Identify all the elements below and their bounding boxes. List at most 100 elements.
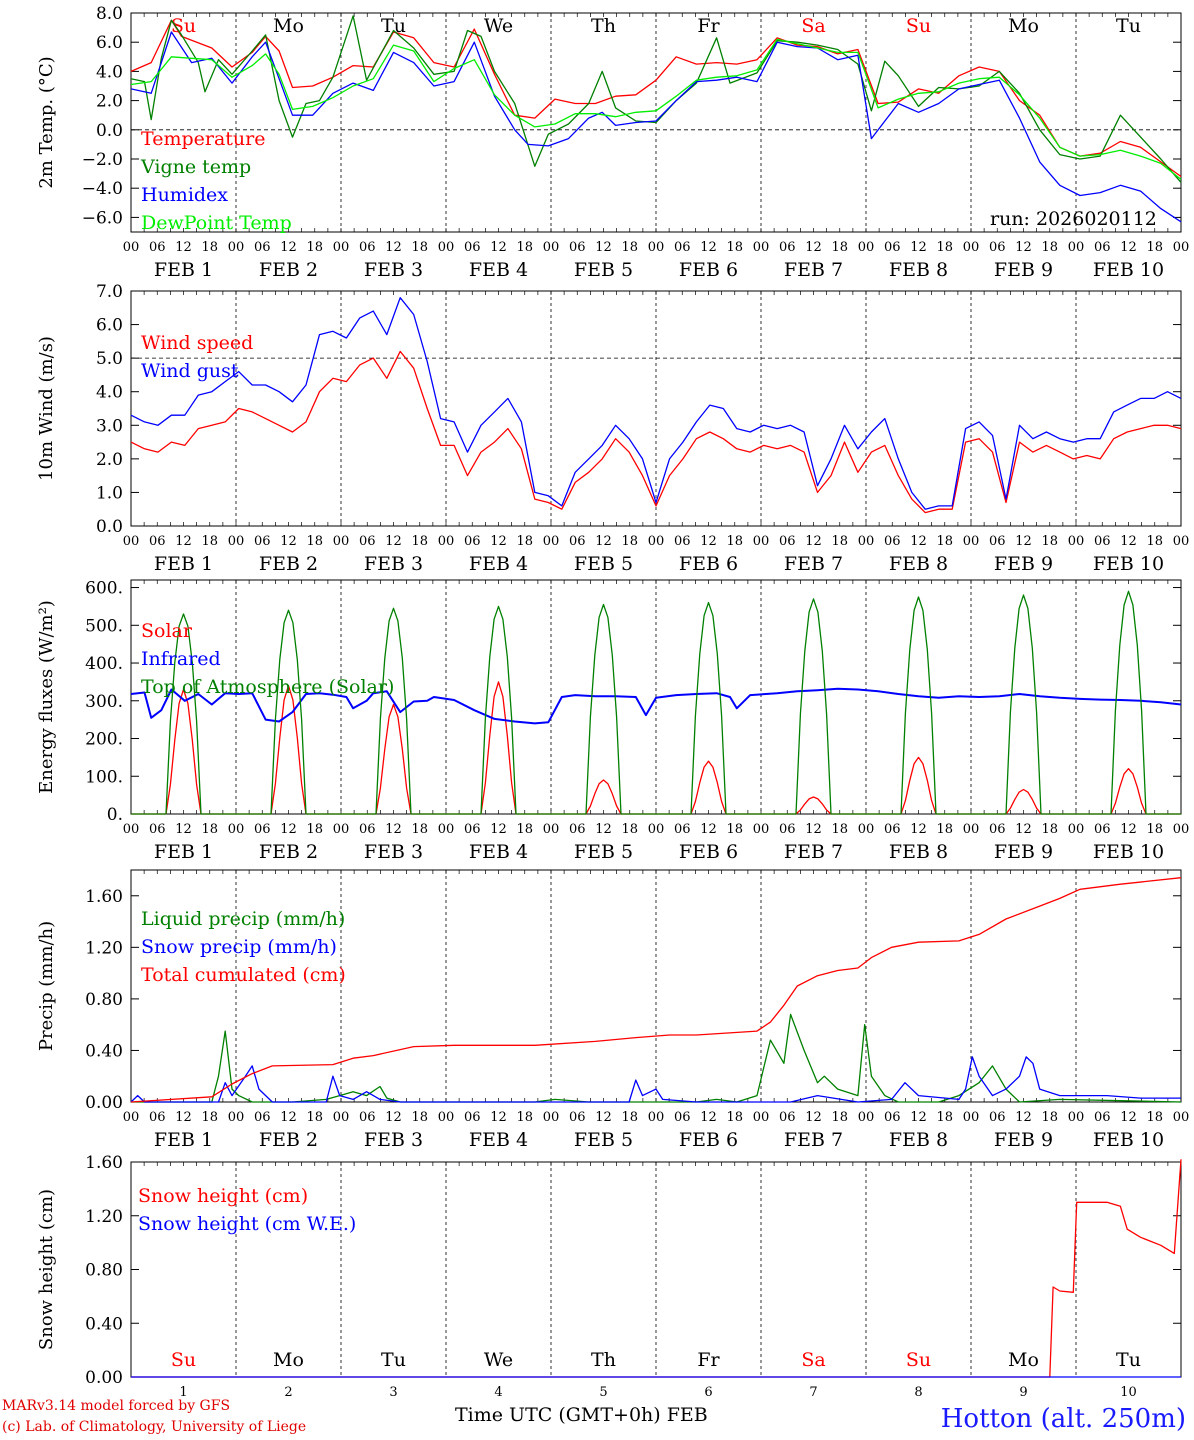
hour-tick-label: 06 xyxy=(359,240,376,255)
date-label: FEB 1 xyxy=(154,553,213,575)
hour-tick-label: 12 xyxy=(385,822,402,837)
hour-tick-label: 12 xyxy=(175,1110,192,1125)
day-number: 10 xyxy=(1120,1385,1137,1400)
hour-tick-label: 12 xyxy=(910,1110,927,1125)
hour-tick-label: 18 xyxy=(936,534,953,549)
hour-tick-label: 06 xyxy=(359,822,376,837)
date-label: FEB 10 xyxy=(1093,841,1164,863)
hour-tick-label: 12 xyxy=(805,240,822,255)
y-axis-label: Energy fluxes (W/m²) xyxy=(36,600,57,794)
hour-tick-label: 06 xyxy=(254,534,271,549)
dow-label-bottom: Sa xyxy=(801,1349,825,1371)
hour-tick-label: 00 xyxy=(963,240,980,255)
model-credit: MARv3.14 model forced by GFS xyxy=(2,1398,231,1414)
hour-tick-label: 12 xyxy=(805,534,822,549)
date-label: FEB 7 xyxy=(784,553,843,575)
hour-tick-label: 00 xyxy=(333,822,350,837)
y-tick-label: 1.20 xyxy=(85,938,123,958)
hour-tick-label: 12 xyxy=(1120,822,1137,837)
hour-tick-label: 12 xyxy=(595,1110,612,1125)
hour-tick-label: 12 xyxy=(700,240,717,255)
hour-tick-label: 12 xyxy=(805,822,822,837)
date-label: FEB 8 xyxy=(889,841,948,863)
hour-tick-label: 00 xyxy=(333,534,350,549)
series-line-snow-height-cm- xyxy=(131,1159,1182,1378)
hour-tick-label: 18 xyxy=(516,240,533,255)
legend-entry: Vigne temp xyxy=(140,156,251,178)
hour-tick-label: 00 xyxy=(543,1110,560,1125)
y-tick-label: 300. xyxy=(85,692,123,712)
y-tick-label: 1.0 xyxy=(96,483,123,503)
legend-entry: Temperature xyxy=(141,128,265,150)
y-tick-label: −6.0 xyxy=(82,208,123,228)
hour-tick-label: 18 xyxy=(726,240,743,255)
hour-tick-label: 06 xyxy=(464,534,481,549)
series-line-vigne-temp xyxy=(130,15,1182,183)
dow-label-bottom: We xyxy=(484,1349,513,1371)
hour-tick-label: 06 xyxy=(254,1110,271,1125)
hour-tick-label: 12 xyxy=(910,240,927,255)
date-label: FEB 1 xyxy=(154,841,213,863)
hour-tick-label: 18 xyxy=(621,822,638,837)
hour-tick-label: 18 xyxy=(831,1110,848,1125)
series-line-dewpoint-temp xyxy=(130,38,1182,180)
hour-tick-label: 12 xyxy=(490,534,507,549)
legend-entry: Wind speed xyxy=(141,332,253,354)
dow-label-bottom: Th xyxy=(591,1349,616,1371)
hour-tick-label: 06 xyxy=(989,240,1006,255)
hour-tick-label: 06 xyxy=(674,822,691,837)
hour-tick-label: 12 xyxy=(175,534,192,549)
day-number: 5 xyxy=(599,1385,607,1400)
y-tick-label: 500. xyxy=(85,616,123,636)
hour-tick-label: 12 xyxy=(280,822,297,837)
dow-label-top: Tu xyxy=(381,15,406,37)
legend-entry: Snow height (cm W.E.) xyxy=(138,1213,356,1235)
dow-label-top: Sa xyxy=(801,15,825,37)
hour-tick-label: 12 xyxy=(1120,1110,1137,1125)
y-tick-label: 2.0 xyxy=(96,92,123,112)
hour-tick-label: 06 xyxy=(569,534,586,549)
legend-entry: Top of Atmosphere (Solar) xyxy=(141,676,394,698)
y-tick-label: 1.20 xyxy=(85,1207,123,1227)
hour-tick-label: 00 xyxy=(123,240,140,255)
date-label: FEB 6 xyxy=(679,553,738,575)
hour-tick-label: 18 xyxy=(516,1110,533,1125)
dow-label-top: Tu xyxy=(1116,15,1141,37)
series-line-humidex xyxy=(130,31,1182,223)
date-label: FEB 8 xyxy=(889,553,948,575)
hour-tick-label: 06 xyxy=(569,822,586,837)
hour-tick-label: 00 xyxy=(648,534,665,549)
day-number: 6 xyxy=(704,1385,712,1400)
hour-tick-label: 00 xyxy=(858,534,875,549)
hour-tick-label: 06 xyxy=(569,240,586,255)
hour-tick-label: 00 xyxy=(963,534,980,549)
hour-tick-label: 18 xyxy=(306,534,323,549)
legend-entry: DewPoint Temp xyxy=(141,212,292,234)
y-tick-label: 600. xyxy=(85,579,123,599)
hour-tick-label: 00 xyxy=(753,1110,770,1125)
hour-tick-label: 18 xyxy=(411,240,428,255)
hour-tick-label: 12 xyxy=(700,534,717,549)
date-label: FEB 9 xyxy=(994,259,1053,281)
y-tick-label: 8.0 xyxy=(96,4,123,24)
x-axis-title: Time UTC (GMT+0h) FEB xyxy=(455,1404,708,1426)
date-label: FEB 5 xyxy=(574,841,633,863)
y-tick-label: 6.0 xyxy=(96,316,123,336)
y-axis-label: Snow height (cm) xyxy=(36,1189,57,1350)
hour-tick-label: 06 xyxy=(1094,240,1111,255)
hour-tick-label: 00 xyxy=(963,822,980,837)
date-label: FEB 8 xyxy=(889,259,948,281)
dow-label-bottom: Tu xyxy=(381,1349,406,1371)
y-tick-label: 5.0 xyxy=(96,349,123,369)
hour-tick-label: 18 xyxy=(201,822,218,837)
dow-label-bottom: Tu xyxy=(1116,1349,1141,1371)
y-axis-label: Precip (mm/h) xyxy=(36,921,57,1051)
hour-tick-label: 00 xyxy=(228,534,245,549)
date-label: FEB 7 xyxy=(784,1129,843,1151)
date-label: FEB 8 xyxy=(889,1129,948,1151)
legend-entry: Snow height (cm) xyxy=(138,1185,308,1207)
hour-tick-label: 12 xyxy=(490,240,507,255)
y-tick-label: 7.0 xyxy=(96,282,123,302)
hour-tick-label: 00 xyxy=(438,1110,455,1125)
hour-tick-label: 12 xyxy=(175,240,192,255)
